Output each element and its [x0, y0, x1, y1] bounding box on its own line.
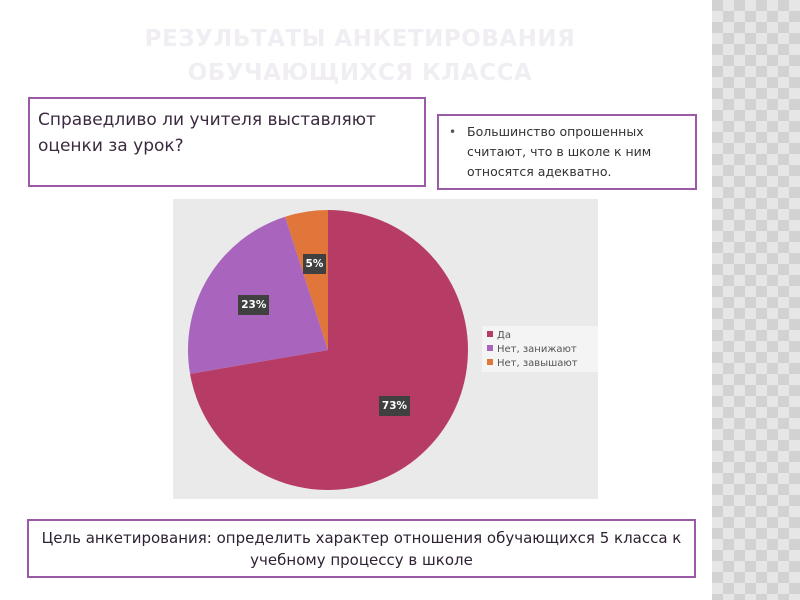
data-label-net-zanizhayut: 23% — [238, 295, 270, 316]
goal-box: Цель анкетирования: определить характер … — [27, 519, 696, 578]
note-list: • Большинство опрошенных считают, что в … — [445, 122, 687, 182]
data-label-net-zavyshayut: 5% — [302, 254, 327, 275]
legend-label-net-zavyshayut: Нет, завышают — [497, 358, 578, 369]
slide-title: РЕЗУЛЬТАТЫ АНКЕТИРОВАНИЯ ОБУЧАЮЩИХСЯ КЛА… — [144, 26, 576, 86]
question-box: Справедливо ли учителя выставляют оценки… — [28, 97, 426, 187]
legend-swatch-net-zavyshayut — [487, 359, 493, 365]
note-box: • Большинство опрошенных считают, что в … — [437, 114, 697, 190]
legend-label-da: Да — [497, 330, 511, 341]
legend-item-net-zavyshayut: Нет, завышают — [487, 357, 578, 371]
note-item: • Большинство опрошенных считают, что в … — [445, 122, 687, 182]
pie-slice-da — [190, 210, 469, 490]
chart-legend: Да Нет, занижают Нет, завышают — [482, 326, 598, 372]
note-item-text: Большинство опрошенных считают, что в шк… — [467, 124, 652, 179]
question-text: Справедливо ли учителя выставляют оценки… — [38, 110, 376, 156]
legend-swatch-da — [487, 331, 493, 337]
goal-text: Цель анкетирования: определить характер … — [41, 529, 682, 569]
legend-swatch-net-zanizhayut — [487, 345, 493, 351]
legend-label-net-zanizhayut: Нет, занижают — [497, 344, 577, 355]
legend-item-da: Да — [487, 329, 511, 343]
side-decorative-pattern — [712, 0, 800, 600]
bullet-icon: • — [449, 125, 457, 139]
data-label-da: 73% — [378, 395, 411, 416]
pie-slice-net-zavyshayut — [285, 210, 328, 350]
legend-item-net-zanizhayut: Нет, занижают — [487, 343, 577, 357]
